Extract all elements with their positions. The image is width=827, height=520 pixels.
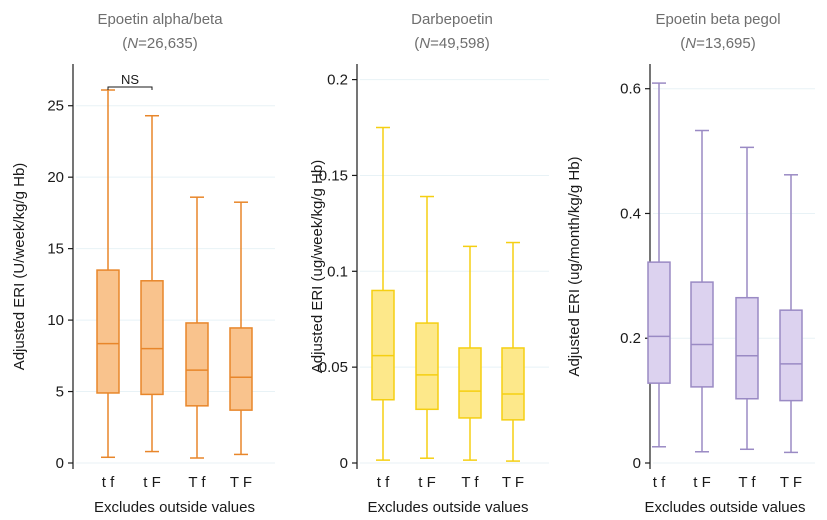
y-tick-label: 0.2 <box>620 330 641 347</box>
subtitle-n: N <box>419 35 430 52</box>
x-tick-label: t F <box>693 474 711 491</box>
subtitle-n: N <box>127 35 138 52</box>
box-body <box>735 296 759 400</box>
y-tick-label: 0.1 <box>327 263 348 280</box>
y-tick-label: 10 <box>47 312 64 329</box>
x-axis-label: Excludes outside values <box>368 499 529 516</box>
x-tick-label: t F <box>418 474 436 491</box>
box-body <box>229 327 253 411</box>
box-2 <box>690 129 714 453</box>
box-3 <box>185 196 209 459</box>
subtitle-count: =26,635) <box>138 35 198 52</box>
chart-title: Epoetin alpha/beta <box>97 11 223 28</box>
box-2 <box>415 195 439 459</box>
x-tick-label: T F <box>502 474 524 491</box>
box-body <box>779 309 803 402</box>
subtitle-n: N <box>685 35 696 52</box>
box-body <box>96 269 120 394</box>
box-4 <box>229 201 253 456</box>
y-tick-label: 20 <box>47 169 64 186</box>
x-tick-label: t f <box>377 474 390 491</box>
y-tick-label: 0 <box>633 455 641 472</box>
box-body <box>501 347 525 421</box>
box-body <box>415 322 439 411</box>
x-tick-label: T F <box>780 474 802 491</box>
x-tick-label: T f <box>461 474 479 491</box>
y-axis-label: Adjusted ERI (ug/week/kg/g Hb) <box>309 160 326 373</box>
y-tick-label: 0.6 <box>620 81 641 98</box>
x-tick-label: T F <box>230 474 252 491</box>
subtitle-prefix: ( <box>680 35 685 52</box>
subtitle-count: =13,695) <box>696 35 756 52</box>
chart-subtitle: (N=26,635) <box>122 35 197 52</box>
x-tick-label: t F <box>143 474 161 491</box>
box-body <box>371 289 395 401</box>
box-1 <box>647 82 671 448</box>
y-tick-label: 0 <box>340 455 348 472</box>
x-axis-label: Excludes outside values <box>94 499 255 516</box>
x-axis-label: Excludes outside values <box>645 499 806 516</box>
box-body <box>690 281 714 388</box>
x-tick-label: T f <box>188 474 206 491</box>
y-tick-label: 0.2 <box>327 72 348 89</box>
y-tick-label: 0 <box>56 455 64 472</box>
chart-panel-1: 0 5 10 15 20 25 t f t F T f T F NS Epoetin alpha/be… <box>11 11 275 516</box>
box-4 <box>779 174 803 454</box>
box-2 <box>140 114 164 453</box>
significance-label: NS <box>121 72 139 87</box>
box-body <box>185 322 209 407</box>
chart-panel-3: 0 0.2 0.4 0.6 t f t F T f T F Epoetin beta pegol… <box>566 11 815 516</box>
y-tick-label: 25 <box>47 98 64 115</box>
chart-subtitle: (N=49,598) <box>414 35 489 52</box>
y-tick-label: 5 <box>56 384 64 401</box>
box-1 <box>371 126 395 461</box>
subtitle-prefix: ( <box>414 35 419 52</box>
x-tick-label: t f <box>653 474 666 491</box>
y-axis-label: Adjusted ERI (ug/month/kg/g Hb) <box>566 156 583 376</box>
chart-panel-2: 0 0.05 0.1 0.15 0.2 t f t F T f T F Darbepoetin (N… <box>309 11 549 516</box>
subtitle-prefix: ( <box>122 35 127 52</box>
y-tick-label: 15 <box>47 241 64 258</box>
box-4 <box>501 241 525 462</box>
box-3 <box>458 245 482 461</box>
significance-bracket <box>107 86 153 91</box>
chart-title: Epoetin beta pegol <box>655 11 780 28</box>
y-tick-label: 0.15 <box>319 167 348 184</box>
box-3 <box>735 146 759 451</box>
box-body <box>458 347 482 419</box>
chart-subtitle: (N=13,695) <box>680 35 755 52</box>
box-1 <box>96 89 120 459</box>
x-tick-label: T f <box>738 474 756 491</box>
y-tick-label: 0.4 <box>620 205 641 222</box>
y-tick-label: 0.05 <box>319 359 348 376</box>
y-axis-label: Adjusted ERI (U/week/kg/g Hb) <box>11 163 28 371</box>
box-body <box>140 280 164 396</box>
x-tick-label: t f <box>102 474 115 491</box>
chart-title: Darbepoetin <box>411 11 493 28</box>
box-body <box>647 261 671 384</box>
subtitle-count: =49,598) <box>430 35 490 52</box>
